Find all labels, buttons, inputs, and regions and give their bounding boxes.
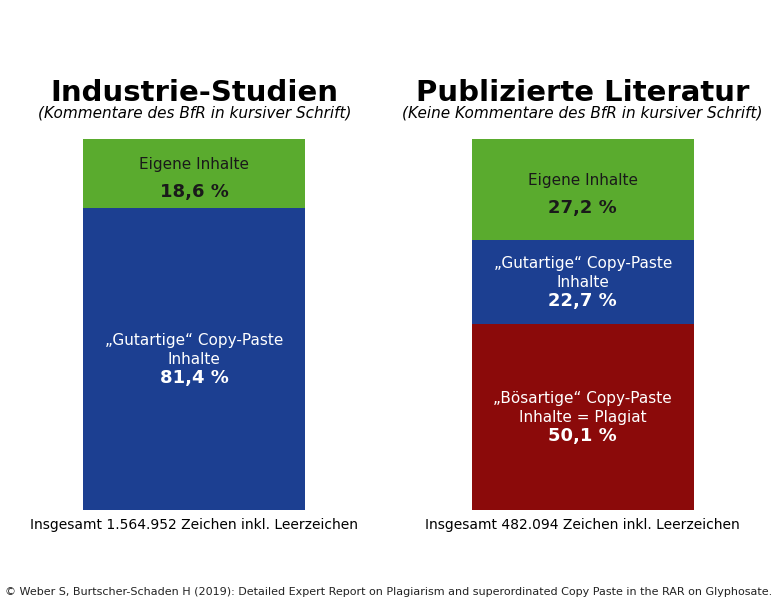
- Text: Insgesamt 482.094 Zeichen inkl. Leerzeichen: Insgesamt 482.094 Zeichen inkl. Leerzeic…: [425, 518, 740, 532]
- Text: Publizierte Literatur: Publizierte Literatur: [416, 79, 750, 107]
- Bar: [83, 139, 305, 208]
- Text: Industrie-Studien: Industrie-Studien: [51, 79, 338, 107]
- Text: Eigene Inhalte: Eigene Inhalte: [139, 157, 249, 172]
- Bar: [83, 208, 305, 510]
- Text: „Gutartige“ Copy-Paste
Inhalte: „Gutartige“ Copy-Paste Inhalte: [105, 333, 284, 367]
- Text: 27,2 %: 27,2 %: [549, 199, 617, 217]
- Text: (Keine Kommentare des BfR in kursiver Schrift): (Keine Kommentare des BfR in kursiver Sc…: [402, 106, 763, 121]
- Text: 81,4 %: 81,4 %: [160, 368, 228, 386]
- Bar: [472, 139, 694, 240]
- Text: „Bösartige“ Copy-Paste
Inhalte = Plagiat: „Bösartige“ Copy-Paste Inhalte = Plagiat: [493, 391, 672, 425]
- Text: Eigene Inhalte: Eigene Inhalte: [528, 173, 638, 188]
- Text: „Gutartige“ Copy-Paste
Inhalte: „Gutartige“ Copy-Paste Inhalte: [493, 256, 672, 290]
- Text: 22,7 %: 22,7 %: [549, 292, 617, 310]
- Text: (Kommentare des BfR in kursiver Schrift): (Kommentare des BfR in kursiver Schrift): [37, 106, 351, 121]
- Text: Insgesamt 1.564.952 Zeichen inkl. Leerzeichen: Insgesamt 1.564.952 Zeichen inkl. Leerze…: [30, 518, 358, 532]
- Bar: [472, 240, 694, 324]
- Text: 18,6 %: 18,6 %: [160, 183, 228, 201]
- Bar: [472, 324, 694, 510]
- Text: © Weber S, Burtscher-Schaden H (2019): Detailed Expert Report on Plagiarism and : © Weber S, Burtscher-Schaden H (2019): D…: [5, 587, 772, 597]
- Text: 50,1 %: 50,1 %: [549, 427, 617, 445]
